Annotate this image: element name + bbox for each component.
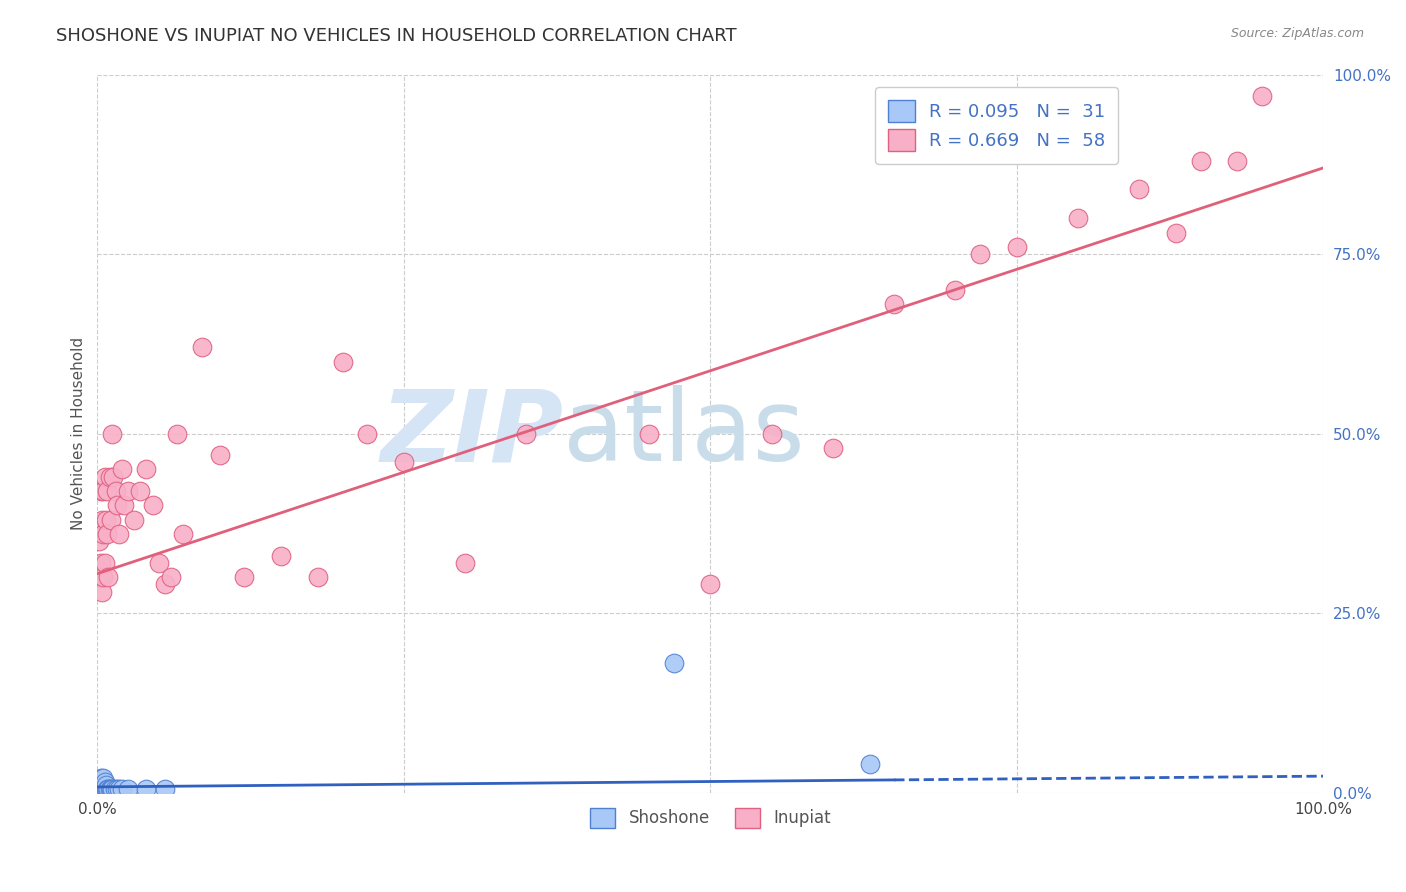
Point	[392, 455, 415, 469]
Point	[105, 782, 128, 797]
Point	[454, 556, 477, 570]
Point	[117, 483, 139, 498]
Point	[93, 772, 115, 786]
Point	[90, 556, 112, 570]
Point	[98, 469, 121, 483]
Point	[1128, 182, 1150, 196]
Point	[94, 779, 117, 793]
Point	[108, 527, 131, 541]
Point	[112, 499, 135, 513]
Point	[332, 355, 354, 369]
Point	[172, 527, 194, 541]
Point	[859, 756, 882, 771]
Point	[307, 570, 329, 584]
Point	[91, 782, 114, 797]
Text: SHOSHONE VS INUPIAT NO VEHICLES IN HOUSEHOLD CORRELATION CHART: SHOSHONE VS INUPIAT NO VEHICLES IN HOUSE…	[56, 27, 737, 45]
Point	[89, 570, 111, 584]
Point	[94, 513, 117, 527]
Point	[638, 426, 661, 441]
Point	[1189, 153, 1212, 168]
Point	[93, 556, 115, 570]
Point	[101, 782, 124, 797]
Point	[153, 782, 176, 797]
Point	[135, 782, 157, 797]
Point	[135, 462, 157, 476]
Point	[93, 779, 115, 793]
Point	[101, 426, 124, 441]
Point	[93, 570, 115, 584]
Point	[93, 469, 115, 483]
Point	[111, 462, 134, 476]
Point	[515, 426, 537, 441]
Legend: Shoshone, Inupiat: Shoshone, Inupiat	[583, 801, 837, 835]
Text: atlas: atlas	[564, 385, 804, 482]
Point	[100, 782, 122, 797]
Point	[122, 513, 145, 527]
Point	[117, 782, 139, 797]
Point	[129, 483, 152, 498]
Point	[103, 469, 125, 483]
Point	[1005, 240, 1028, 254]
Point	[699, 577, 721, 591]
Point	[96, 483, 118, 498]
Point	[94, 782, 117, 797]
Point	[662, 657, 685, 671]
Point	[87, 782, 110, 797]
Point	[90, 782, 112, 797]
Point	[98, 782, 121, 797]
Point	[969, 247, 991, 261]
Point	[96, 782, 118, 797]
Point	[233, 570, 256, 584]
Point	[97, 782, 120, 797]
Point	[148, 556, 170, 570]
Point	[356, 426, 378, 441]
Point	[945, 283, 967, 297]
Point	[93, 483, 115, 498]
Point	[97, 570, 120, 584]
Point	[105, 499, 128, 513]
Point	[141, 499, 163, 513]
Point	[1226, 153, 1249, 168]
Point	[108, 782, 131, 797]
Point	[89, 780, 111, 794]
Point	[1166, 226, 1188, 240]
Point	[160, 570, 183, 584]
Point	[1251, 89, 1274, 103]
Point	[104, 483, 127, 498]
Point	[190, 340, 212, 354]
Point	[883, 297, 905, 311]
Point	[91, 779, 114, 793]
Text: Source: ZipAtlas.com: Source: ZipAtlas.com	[1230, 27, 1364, 40]
Point	[93, 782, 115, 797]
Y-axis label: No Vehicles in Household: No Vehicles in Household	[72, 337, 86, 530]
Point	[821, 441, 844, 455]
Point	[91, 584, 114, 599]
Point	[89, 782, 111, 797]
Point	[93, 775, 115, 789]
Point	[208, 448, 231, 462]
Point	[100, 513, 122, 527]
Point	[153, 577, 176, 591]
Text: ZIP: ZIP	[380, 385, 564, 482]
Point	[270, 549, 292, 563]
Point	[90, 483, 112, 498]
Point	[93, 527, 115, 541]
Point	[89, 775, 111, 789]
Point	[87, 534, 110, 549]
Point	[111, 782, 134, 797]
Point	[87, 779, 110, 793]
Point	[166, 426, 188, 441]
Point	[91, 513, 114, 527]
Point	[103, 782, 125, 797]
Point	[96, 527, 118, 541]
Point	[93, 782, 115, 797]
Point	[90, 779, 112, 793]
Point	[90, 772, 112, 786]
Point	[1067, 211, 1090, 226]
Point	[761, 426, 783, 441]
